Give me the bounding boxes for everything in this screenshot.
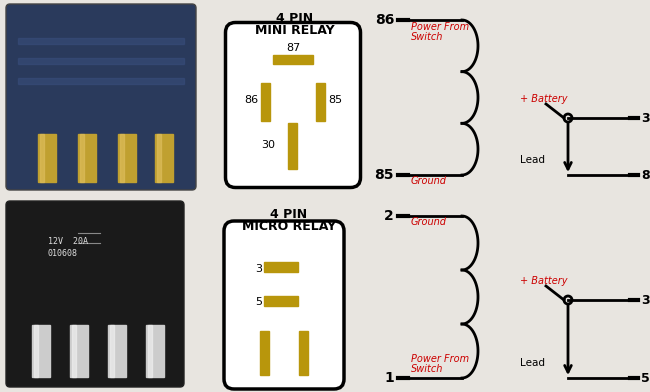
Text: Lead: Lead xyxy=(520,358,545,368)
Text: 2: 2 xyxy=(384,209,394,223)
Text: Switch: Switch xyxy=(411,32,443,42)
Bar xyxy=(264,262,298,272)
Text: Power From: Power From xyxy=(411,354,469,364)
Text: 4 PIN: 4 PIN xyxy=(270,208,307,221)
Text: 30: 30 xyxy=(261,140,275,150)
Text: Ground: Ground xyxy=(411,217,447,227)
Bar xyxy=(316,83,325,121)
Bar xyxy=(120,134,124,182)
Bar xyxy=(299,331,308,375)
Text: 87: 87 xyxy=(641,169,650,181)
Text: MINI RELAY: MINI RELAY xyxy=(255,24,335,37)
Bar xyxy=(157,134,161,182)
Bar xyxy=(18,58,184,64)
FancyBboxPatch shape xyxy=(226,22,361,187)
Text: 85: 85 xyxy=(328,95,342,105)
Bar xyxy=(146,325,164,377)
Text: Switch: Switch xyxy=(411,364,443,374)
Bar xyxy=(118,134,136,182)
Text: 1: 1 xyxy=(384,371,394,385)
Bar xyxy=(18,38,184,44)
Bar xyxy=(273,55,313,64)
Text: Power From: Power From xyxy=(411,22,469,32)
Text: 1: 1 xyxy=(298,361,306,371)
Text: 86: 86 xyxy=(244,95,258,105)
Text: MICRO RELAY: MICRO RELAY xyxy=(242,220,336,233)
Bar xyxy=(261,83,270,121)
Bar xyxy=(80,134,84,182)
Text: + Battery: + Battery xyxy=(520,276,567,286)
Text: 30: 30 xyxy=(641,111,650,125)
Text: 5: 5 xyxy=(255,297,262,307)
Bar xyxy=(155,134,173,182)
Bar xyxy=(72,325,76,377)
Bar xyxy=(34,325,38,377)
Bar xyxy=(18,78,184,84)
Bar xyxy=(264,296,298,306)
Text: 87: 87 xyxy=(286,43,300,53)
FancyBboxPatch shape xyxy=(6,201,184,387)
Text: Lead: Lead xyxy=(520,155,545,165)
Bar xyxy=(108,325,126,377)
Bar xyxy=(288,123,297,169)
Bar xyxy=(148,325,152,377)
Text: 3: 3 xyxy=(255,264,262,274)
Text: 2: 2 xyxy=(263,361,270,371)
Text: 85: 85 xyxy=(374,168,394,182)
Text: 3: 3 xyxy=(641,294,649,307)
Bar xyxy=(40,134,44,182)
Text: + Battery: + Battery xyxy=(520,94,567,104)
Text: 5: 5 xyxy=(641,372,650,385)
FancyBboxPatch shape xyxy=(224,221,344,389)
Bar xyxy=(78,134,96,182)
Bar xyxy=(32,325,50,377)
Text: 010608: 010608 xyxy=(48,249,78,258)
Bar xyxy=(70,325,88,377)
Bar xyxy=(38,134,56,182)
Text: 12V  20A: 12V 20A xyxy=(48,237,88,246)
Text: Ground: Ground xyxy=(411,176,447,186)
Text: 86: 86 xyxy=(374,13,394,27)
Bar xyxy=(110,325,114,377)
Text: 4 PIN: 4 PIN xyxy=(276,12,313,25)
FancyBboxPatch shape xyxy=(6,4,196,190)
Bar xyxy=(260,331,269,375)
